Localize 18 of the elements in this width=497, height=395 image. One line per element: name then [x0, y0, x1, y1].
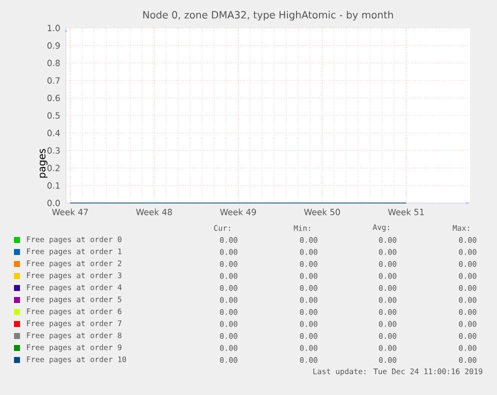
x-tick-label: Week 49: [220, 208, 256, 216]
y-tick-label: 0.6: [47, 94, 60, 102]
y-tick-label: 0.5: [47, 112, 60, 119]
y-tick-label: 0.7: [47, 77, 60, 84]
y-tick-label: 1.0: [48, 24, 60, 32]
y-tick-label: 0.3: [47, 147, 60, 154]
y-axis-title: pages: [40, 148, 48, 178]
y-tick-label: 0.9: [47, 42, 60, 49]
x-tick-label: Week 48: [136, 208, 172, 216]
y-tick-label: 0.8: [47, 60, 60, 66]
y-tick-label: 0.1: [47, 182, 60, 189]
y-tick-label: 0.2: [47, 164, 60, 172]
y-tick-label: 0.0: [47, 200, 60, 206]
x-tick-label: Week 50: [304, 208, 340, 216]
x-tick-label: Week 51: [388, 208, 424, 216]
chart-title: Node 0, zone DMA32, type HighAtomic - by month: [143, 10, 393, 21]
y-tick-label: 0.4: [47, 130, 60, 136]
x-tick-label: Week 47: [52, 208, 88, 216]
